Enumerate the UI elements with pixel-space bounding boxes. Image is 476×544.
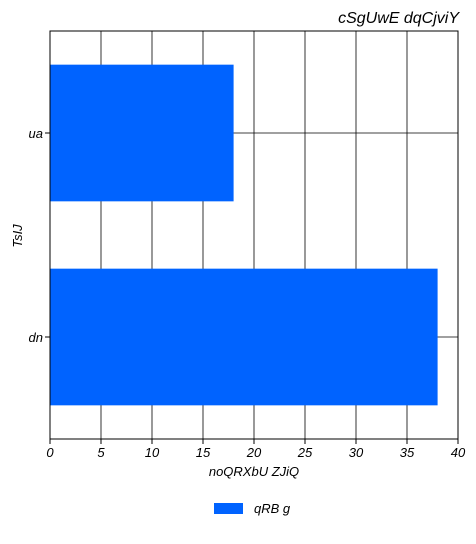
y-tick-label: dn — [29, 330, 43, 345]
x-tick-label: 15 — [196, 445, 211, 460]
legend-label: qRB g — [254, 501, 291, 516]
y-tick-label: ua — [29, 126, 43, 141]
x-axis-label: noQRXbU ZJiQ — [209, 464, 299, 479]
bars-group — [50, 64, 438, 406]
x-tick-label: 25 — [297, 445, 313, 460]
bar-ua — [50, 64, 234, 202]
x-tick-label: 0 — [46, 445, 54, 460]
y-axis-ticks: ua dn — [29, 126, 50, 345]
x-tick-label: 20 — [246, 445, 262, 460]
legend: qRB g — [214, 501, 291, 516]
x-axis-ticks: 0 5 10 15 20 25 30 35 40 — [46, 439, 466, 460]
x-tick-label: 30 — [349, 445, 364, 460]
bar-dn — [50, 268, 438, 406]
chart-title: cSgUwE dqCjviY — [338, 10, 460, 27]
legend-swatch — [214, 503, 243, 514]
x-tick-label: 10 — [145, 445, 160, 460]
x-tick-label: 35 — [400, 445, 415, 460]
y-axis-label: TsIJ — [10, 224, 25, 248]
x-tick-label: 40 — [451, 445, 466, 460]
x-tick-label: 5 — [97, 445, 105, 460]
